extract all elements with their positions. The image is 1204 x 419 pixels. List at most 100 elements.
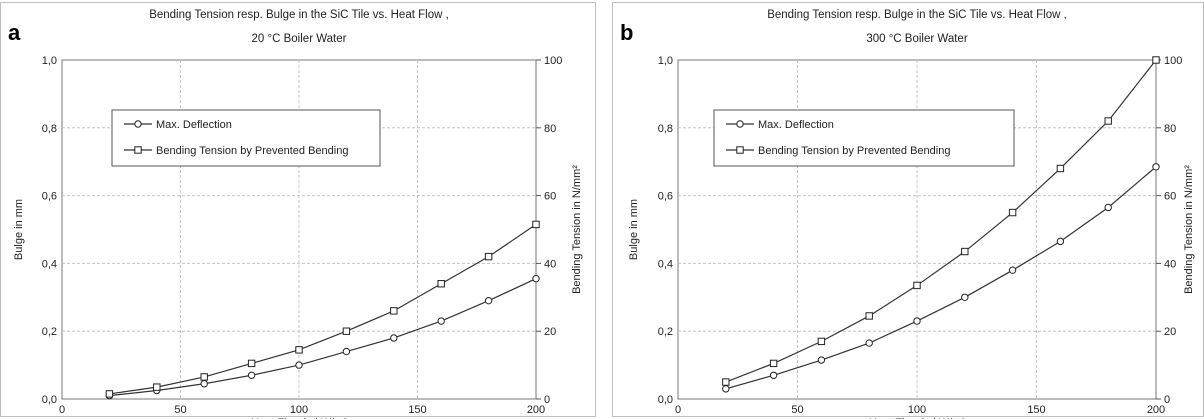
chart-title: Bending Tension resp. Bulge in the SiC T… — [149, 9, 449, 21]
data-point-bending-tension — [153, 383, 161, 391]
x-tick-label: 150 — [408, 404, 426, 416]
y2-tick-label: 0 — [544, 394, 550, 406]
data-point-max-deflection — [1104, 203, 1112, 212]
data-point-bending-tension — [865, 312, 873, 320]
y2-tick-label: 60 — [1164, 191, 1176, 203]
data-point-max-deflection — [769, 371, 778, 379]
x-tick-label: 0 — [59, 404, 65, 416]
y-tick-label: 1,0 — [658, 55, 673, 67]
legend-marker-square — [134, 146, 142, 154]
x-axis-label: Heat Flow in kW/m² — [251, 417, 347, 419]
y-tick-label: 0,4 — [42, 258, 57, 270]
y2-tick-label: 80 — [544, 123, 556, 135]
data-point-bending-tension — [1056, 164, 1065, 173]
y-tick-label: 0,2 — [42, 326, 57, 338]
series-line-max-deflection — [725, 166, 1157, 390]
data-point-bending-tension — [437, 280, 445, 288]
legend-label: Max. Deflection — [758, 119, 834, 131]
data-point-bending-tension — [247, 359, 256, 368]
data-point-bending-tension — [722, 378, 730, 386]
data-point-bending-tension — [1008, 208, 1017, 217]
data-point-max-deflection — [532, 274, 540, 283]
legend-box — [111, 109, 381, 167]
data-point-max-deflection — [1008, 266, 1017, 274]
y2-tick-label: 20 — [544, 326, 556, 338]
legend-box — [713, 109, 1015, 167]
legend-label: Bending Tension by Prevented Bending — [156, 145, 348, 157]
data-point-bending-tension — [484, 252, 493, 261]
data-point-bending-tension — [769, 359, 778, 368]
data-point-bending-tension — [961, 247, 969, 256]
y-tick-label: 1,0 — [42, 55, 57, 67]
data-point-bending-tension — [390, 307, 398, 315]
y2-tick-label: 100 — [544, 55, 562, 67]
y2-tick-label: 100 — [1164, 55, 1182, 67]
series-line-bending-tension — [109, 223, 537, 395]
legend-marker-square — [736, 146, 744, 154]
data-point-bending-tension — [200, 373, 208, 381]
chart-panel-a: a Bending Tension resp. Bulge in the SiC… — [0, 0, 596, 419]
data-point-max-deflection — [437, 317, 445, 325]
x-tick-label: 50 — [791, 404, 803, 416]
data-point-bending-tension — [1152, 56, 1160, 64]
legend-label: Bending Tension by Prevented Bending — [758, 145, 950, 157]
y2-axis-label: Bending Tension in N/mm² — [571, 165, 583, 294]
y-axis-label: Bulge in mm — [628, 199, 640, 260]
series-line-bending-tension — [725, 59, 1157, 383]
x-tick-label: 100 — [908, 404, 926, 416]
data-point-max-deflection — [1152, 163, 1160, 171]
y2-tick-label: 0 — [1164, 394, 1170, 406]
y-tick-label: 0,6 — [42, 191, 57, 203]
data-point-max-deflection — [295, 361, 303, 369]
chart-panel-b: b Bending Tension resp. Bulge in the SiC… — [612, 0, 1204, 419]
data-point-bending-tension — [295, 346, 303, 354]
legend-marker-circle — [736, 120, 744, 128]
y2-tick-label: 20 — [1164, 326, 1176, 338]
y-tick-label: 0,0 — [658, 394, 673, 406]
legend-marker-circle — [134, 120, 142, 128]
y2-tick-label: 40 — [1164, 258, 1176, 270]
data-point-max-deflection — [961, 293, 969, 301]
data-point-max-deflection — [722, 385, 730, 393]
data-point-bending-tension — [1104, 117, 1112, 125]
data-point-max-deflection — [200, 380, 208, 388]
data-point-max-deflection — [342, 347, 351, 356]
data-point-max-deflection — [865, 339, 873, 347]
y2-tick-label: 60 — [544, 191, 556, 203]
data-point-max-deflection — [247, 371, 256, 379]
data-point-bending-tension — [532, 220, 540, 229]
data-point-bending-tension — [913, 281, 921, 290]
y2-tick-label: 80 — [1164, 123, 1176, 135]
x-tick-label: 100 — [290, 404, 308, 416]
series-line-max-deflection — [109, 278, 537, 397]
data-point-bending-tension — [342, 327, 351, 335]
x-tick-label: 200 — [1147, 404, 1165, 416]
panel-letter: b — [620, 20, 634, 45]
chart-a-svg: Bending Tension resp. Bulge in the SiC T… — [13, 9, 583, 419]
data-point-bending-tension — [817, 337, 826, 346]
y-tick-label: 0,4 — [658, 258, 673, 270]
panel-letter: a — [8, 20, 21, 45]
x-tick-label: 0 — [675, 404, 681, 416]
data-point-max-deflection — [484, 296, 493, 305]
y2-tick-label: 40 — [544, 258, 556, 270]
y-tick-label: 0,8 — [42, 123, 57, 135]
y-tick-label: 0,8 — [658, 123, 673, 135]
chart-title: Bending Tension resp. Bulge in the SiC T… — [767, 9, 1067, 21]
x-axis-label: Heat Flow in kW/m² — [869, 417, 965, 419]
x-tick-label: 50 — [174, 404, 186, 416]
x-tick-label: 200 — [527, 404, 545, 416]
data-point-max-deflection — [390, 334, 398, 342]
data-point-max-deflection — [913, 317, 921, 325]
y-tick-label: 0,0 — [42, 394, 57, 406]
y2-axis-label: Bending Tension in N/mm² — [1183, 165, 1195, 294]
panel-frame — [0, 2, 596, 417]
data-point-max-deflection — [1056, 237, 1065, 246]
x-tick-label: 150 — [1027, 404, 1045, 416]
y-tick-label: 0,2 — [658, 326, 673, 338]
data-point-bending-tension — [105, 390, 114, 398]
chart-b-svg: Bending Tension resp. Bulge in the SiC T… — [628, 9, 1195, 419]
chart-subtitle: 20 °C Boiler Water — [252, 33, 347, 45]
data-point-max-deflection — [817, 356, 826, 364]
chart-subtitle: 300 °C Boiler Water — [866, 33, 967, 45]
